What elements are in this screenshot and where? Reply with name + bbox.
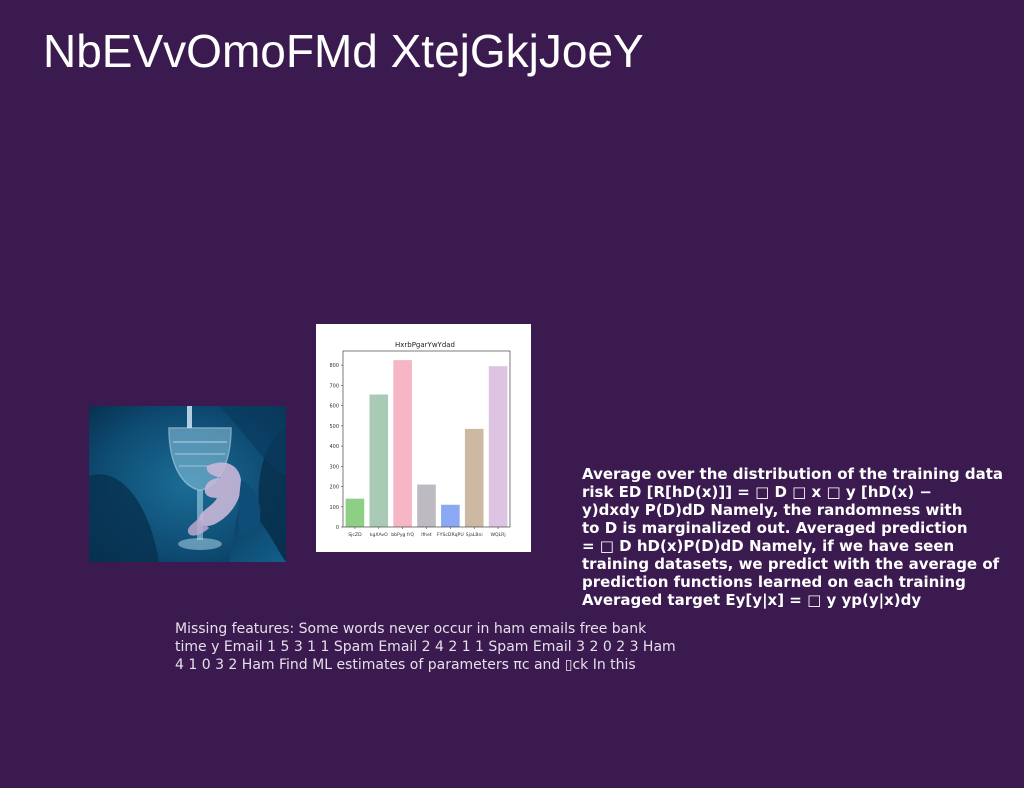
bold-text-block: Average over the distribution of the tra… bbox=[582, 465, 1022, 609]
chart-bar bbox=[441, 504, 460, 527]
x-tick-label: SjcZD bbox=[348, 532, 362, 538]
light-text-line: 4 1 0 3 2 Ham Find ML estimates of param… bbox=[175, 657, 636, 673]
chart-plot-area bbox=[342, 350, 511, 528]
chart-bar bbox=[488, 366, 508, 527]
x-tick-label: lfhet bbox=[421, 532, 432, 538]
x-tick-label: FYScDRqPU bbox=[437, 532, 464, 538]
bold-text-line: to D is marginalized out. Averaged predi… bbox=[582, 519, 968, 537]
chart-bar bbox=[464, 428, 484, 527]
chart-title: HxrbPgarYwYdad bbox=[395, 341, 455, 349]
bold-text-line: Average over the distribution of the tra… bbox=[582, 465, 1003, 483]
chart-bar bbox=[345, 498, 365, 527]
x-tick-label: kgXAvO bbox=[370, 532, 388, 538]
light-text-block: Missing features: Some words never occur… bbox=[175, 620, 695, 674]
bar-chart: HxrbPgarYwYdad 0 100 200 300 400 500 600 700 800… bbox=[316, 324, 531, 552]
y-tick-label: 100 bbox=[329, 505, 339, 511]
x-tick-label: WQLRj bbox=[490, 532, 505, 538]
chart-bar bbox=[369, 394, 389, 527]
bold-text-line: risk ED [R[hD(x)]] = □ D □ x □ y [hD(x) … bbox=[582, 483, 933, 501]
bold-text-line: y)dxdy P(D)dD Namely, the randomness wit… bbox=[582, 501, 963, 519]
bold-text-line: training datasets, we predict with the a… bbox=[582, 555, 1000, 573]
light-text-line: time y Email 1 5 3 1 1 Spam Email 2 4 2 … bbox=[175, 639, 676, 655]
x-tick-label: bbPyg frQ bbox=[391, 532, 414, 538]
chart-bar bbox=[393, 360, 412, 527]
y-tick-label: 700 bbox=[329, 383, 339, 389]
bold-text-line: = □ D hD(x)P(D)dD Namely, if we have see… bbox=[582, 537, 955, 555]
y-tick-label: 200 bbox=[329, 485, 339, 491]
y-tick-label: 300 bbox=[329, 464, 339, 470]
y-tick-label: 600 bbox=[329, 404, 339, 410]
x-tick-label: SjaLBni bbox=[466, 532, 483, 538]
y-tick-label: 0 bbox=[336, 525, 339, 531]
bold-text-line: Averaged target Ey[y|x] = □ y yp(y|x)dy bbox=[582, 591, 922, 609]
glass-pour-photo bbox=[89, 406, 286, 562]
y-tick-label: 500 bbox=[329, 424, 339, 430]
bold-text-line: prediction functions learned on each tra… bbox=[582, 573, 966, 591]
chart-bar bbox=[417, 484, 436, 527]
y-tick-label: 400 bbox=[329, 444, 339, 450]
slide-title: NbEVvOmoFMd XtejGkjJoeY bbox=[43, 25, 644, 77]
y-tick-label: 800 bbox=[329, 363, 339, 369]
light-text-line: Missing features: Some words never occur… bbox=[175, 621, 647, 637]
